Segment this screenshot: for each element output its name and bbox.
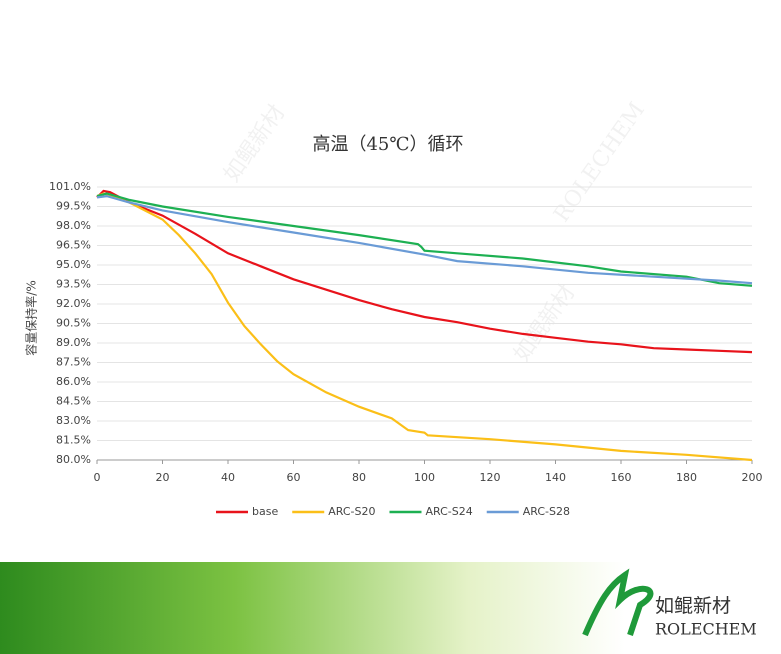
x-tick-label: 60 bbox=[287, 471, 301, 484]
line-series bbox=[96, 192, 753, 287]
y-tick-label: 86.0% bbox=[56, 375, 91, 388]
y-tick-label: 98.0% bbox=[56, 219, 91, 232]
chart-title: 高温（45℃）循环 bbox=[312, 134, 463, 155]
y-tick-label: 83.0% bbox=[56, 414, 91, 427]
y-axis-label: 容量保持率/% bbox=[24, 280, 39, 355]
legend-label: ARC-S24 bbox=[425, 505, 472, 518]
line-series bbox=[96, 189, 753, 354]
x-tick-label: 0 bbox=[94, 471, 101, 484]
line-series bbox=[96, 192, 753, 462]
y-tick-label: 101.0% bbox=[49, 180, 91, 193]
footer-band bbox=[0, 562, 781, 654]
legend-label: ARC-S28 bbox=[523, 505, 570, 518]
watermark: 如鲲新材 bbox=[219, 100, 290, 186]
y-tick-label: 96.5% bbox=[56, 239, 91, 252]
y-tick-label: 89.0% bbox=[56, 336, 91, 349]
y-tick-label: 95.0% bbox=[56, 258, 91, 271]
brand-en: ROLECHEM bbox=[655, 620, 757, 639]
x-tick-label: 120 bbox=[480, 471, 501, 484]
y-tick-label: 80.0% bbox=[56, 453, 91, 466]
x-tick-label: 180 bbox=[676, 471, 697, 484]
y-tick-label: 87.5% bbox=[56, 356, 91, 369]
y-tick-label: 81.5% bbox=[56, 434, 91, 447]
watermark: ROLECHEM bbox=[549, 98, 650, 227]
x-tick-label: 20 bbox=[156, 471, 170, 484]
legend-label: base bbox=[252, 505, 278, 518]
brand-cn: 如鲲新材 bbox=[655, 595, 731, 617]
y-tick-label: 93.5% bbox=[56, 278, 91, 291]
line-series bbox=[96, 194, 753, 285]
y-tick-label: 84.5% bbox=[56, 395, 91, 408]
logo-icon bbox=[582, 568, 654, 637]
legend-label: ARC-S20 bbox=[328, 505, 375, 518]
x-tick-label: 40 bbox=[221, 471, 235, 484]
y-tick-label: 90.5% bbox=[56, 317, 91, 330]
x-tick-label: 80 bbox=[352, 471, 366, 484]
x-tick-label: 200 bbox=[742, 471, 763, 484]
y-tick-label: 92.0% bbox=[56, 297, 91, 310]
y-tick-label: 99.5% bbox=[56, 200, 91, 213]
x-tick-label: 100 bbox=[414, 471, 435, 484]
x-tick-label: 140 bbox=[545, 471, 566, 484]
x-tick-label: 160 bbox=[611, 471, 632, 484]
